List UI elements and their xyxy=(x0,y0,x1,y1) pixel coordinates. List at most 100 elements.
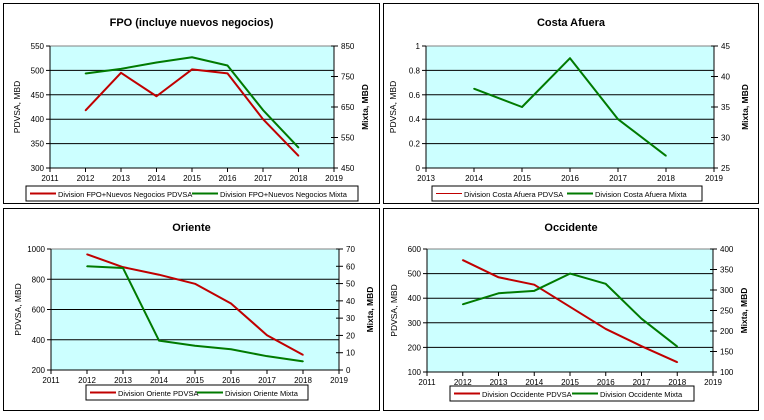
data-point xyxy=(665,155,667,157)
y-tick-label: 550 xyxy=(31,42,45,51)
data-point xyxy=(226,64,229,67)
x-tick-label: 2019 xyxy=(325,174,343,183)
x-tick-label: 2017 xyxy=(633,378,651,387)
data-point xyxy=(521,106,523,108)
y2-tick-label: 60 xyxy=(346,262,355,271)
x-tick-label: 2014 xyxy=(150,376,168,385)
legend-label: Division Costa Afuera Mixta xyxy=(595,190,688,199)
legend: Division Oriente PDVSA Division Oriente M… xyxy=(85,384,309,401)
y2-tick-label: 50 xyxy=(346,280,355,289)
y2-tick-label: 150 xyxy=(720,348,734,357)
y2-tick-label: 35 xyxy=(721,103,730,112)
data-point xyxy=(676,345,679,348)
x-tick-label: 2012 xyxy=(77,174,95,183)
data-point xyxy=(473,87,475,90)
plot-area xyxy=(49,45,335,169)
y2-axis-label: Mixta, MBD xyxy=(365,287,375,333)
y-tick-label: 1000 xyxy=(27,245,45,254)
chart-panel-fpo: FPO (incluye nuevos negocios) 300 350 400 45… xyxy=(3,3,380,204)
data-point xyxy=(297,146,300,149)
y-tick-label: 300 xyxy=(408,319,422,328)
data-point xyxy=(604,283,607,285)
y2-axis-label: Mixta, MBD xyxy=(740,84,750,130)
y2-tick-label: 45 xyxy=(721,42,730,51)
data-point xyxy=(533,290,536,292)
data-point xyxy=(266,355,268,357)
legend: Division Occidente PDVSA Division Occiden… xyxy=(449,385,695,402)
y-tick-label: 800 xyxy=(32,275,46,284)
data-point xyxy=(194,345,196,347)
y2-tick-label: 10 xyxy=(346,349,355,358)
y2-tick-label: 30 xyxy=(721,134,730,143)
y-tick-label: 300 xyxy=(31,164,45,173)
x-tick-label: 2018 xyxy=(668,378,686,387)
data-point xyxy=(262,118,264,120)
data-point xyxy=(676,361,679,363)
chart-title: FPO (incluye nuevos negocios) xyxy=(110,17,274,29)
y-tick-label: 0 xyxy=(416,164,421,173)
y-tick-label: 0.4 xyxy=(409,115,421,124)
plot-area xyxy=(426,248,714,373)
x-tick-label: 2019 xyxy=(704,378,722,387)
chart-title: Oriente xyxy=(172,222,211,234)
y2-tick-label: 70 xyxy=(346,245,355,254)
chart-panel-oriente: Oriente 200 400 600 800 1000 0 10 20 30 40 50 60 70 20… xyxy=(3,208,380,411)
x-tick-label: 2014 xyxy=(465,174,483,183)
y-axis-label: PDVSA, MBD xyxy=(388,81,398,133)
y2-tick-label: 450 xyxy=(341,164,355,173)
legend: Division FPO+Nuevos Negocios PDVSA Divisi… xyxy=(25,185,359,202)
data-point xyxy=(569,57,571,59)
data-point xyxy=(461,259,464,261)
data-point xyxy=(120,68,122,70)
x-tick-label: 2012 xyxy=(78,376,96,385)
data-point xyxy=(262,109,264,111)
x-tick-label: 2017 xyxy=(254,174,272,183)
x-tick-label: 2015 xyxy=(183,174,201,183)
y2-tick-label: 250 xyxy=(720,307,734,316)
data-point xyxy=(569,272,571,275)
data-point xyxy=(640,345,643,347)
legend-label: Division Costa Afuera PDVSA xyxy=(464,190,563,199)
y-tick-label: 0.2 xyxy=(409,140,421,149)
y-tick-label: 400 xyxy=(31,115,45,124)
data-point xyxy=(230,302,232,305)
data-point xyxy=(461,303,464,306)
y-tick-label: 200 xyxy=(408,343,422,352)
y2-tick-label: 40 xyxy=(721,73,730,82)
chart-svg: Occidente 100 200 300 400 500 600 100 150 200 250 3… xyxy=(389,222,749,402)
chart-svg: Costa Afuera 0 0.2 0.4 0.6 0.8 1 25 30 35 40 45 2013… xyxy=(388,17,750,202)
legend: Division Costa Afuera PDVSA Division Cost… xyxy=(431,185,703,202)
data-point xyxy=(84,109,87,112)
y-tick-label: 400 xyxy=(32,336,46,345)
data-point xyxy=(569,306,571,308)
y-tick-label: 350 xyxy=(31,140,45,149)
y-tick-label: 450 xyxy=(31,91,45,100)
chart-title: Costa Afuera xyxy=(537,17,606,29)
y-tick-label: 500 xyxy=(408,270,422,279)
x-tick-label: 2014 xyxy=(525,378,543,387)
x-tick-label: 2013 xyxy=(490,378,508,387)
x-tick-label: 2015 xyxy=(513,174,531,183)
data-point xyxy=(155,95,158,98)
x-tick-label: 2011 xyxy=(418,378,436,387)
y-tick-label: 500 xyxy=(31,66,45,75)
data-point xyxy=(158,273,160,276)
x-tick-label: 2018 xyxy=(657,174,675,183)
data-point xyxy=(158,339,160,342)
data-point xyxy=(302,354,304,356)
y2-tick-label: 400 xyxy=(720,245,734,254)
y2-tick-label: 650 xyxy=(341,103,355,112)
chart-svg: Oriente 200 400 600 800 1000 0 10 20 30 40 50 60 70 20… xyxy=(13,222,375,401)
x-tick-label: 2013 xyxy=(112,174,130,183)
x-tick-label: 2014 xyxy=(148,174,166,183)
data-point xyxy=(155,61,158,64)
y2-tick-label: 350 xyxy=(720,266,734,275)
y2-axis-label: Mixta, MBD xyxy=(360,84,370,130)
y2-tick-label: 300 xyxy=(720,286,734,295)
x-tick-label: 2011 xyxy=(41,174,59,183)
y2-tick-label: 200 xyxy=(720,327,734,336)
x-tick-label: 2017 xyxy=(258,376,276,385)
y-tick-label: 600 xyxy=(408,245,422,254)
y-tick-label: 0.8 xyxy=(409,66,421,75)
legend-label: Division Occidente Mixta xyxy=(600,390,683,399)
